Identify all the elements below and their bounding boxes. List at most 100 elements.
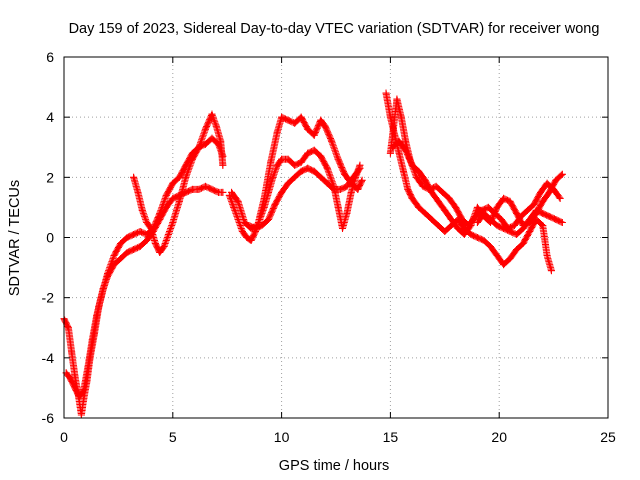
data-point [208,134,216,142]
data-point [386,149,394,157]
data-point [393,95,401,103]
data-point [147,224,155,232]
data-point [473,218,481,226]
data-point [201,125,209,133]
data-point [334,203,342,211]
data-point [480,209,488,217]
data-point [291,119,299,127]
data-point [343,209,351,217]
data-point [175,173,183,181]
data-point [552,176,560,184]
data-point [136,243,144,251]
data-point [219,161,227,169]
data-point [506,197,514,205]
data-point [543,252,551,260]
data-point [339,224,347,232]
data-point [545,212,553,220]
data-point [75,393,83,401]
data-point [543,179,551,187]
data-point [432,182,440,190]
data-point [136,227,144,235]
data-point [188,185,196,193]
x-tick-label: 5 [169,429,177,445]
data-point [402,137,410,145]
series-track-2 [62,134,227,401]
data-point [558,170,566,178]
x-tick-label: 10 [274,429,290,445]
x-tick-label: 0 [60,429,68,445]
data-point [493,252,501,260]
data-point [349,173,357,181]
data-point [212,122,220,130]
data-point [428,188,436,196]
data-point [530,200,538,208]
data-point [486,215,494,223]
data-point [162,191,170,199]
data-point [64,324,72,332]
data-point [467,230,475,238]
data-point [182,173,190,181]
data-point [493,221,501,229]
data-point [208,185,216,193]
data-point [195,185,203,193]
y-tick-label: -2 [42,290,55,306]
y-tick-label: -6 [42,410,55,426]
data-point [513,246,521,254]
data-point [123,249,131,257]
data-point [251,224,259,232]
data-point [271,200,279,208]
data-point [208,110,216,118]
data-point [421,209,429,217]
data-point [77,411,85,419]
data-point [395,137,403,145]
data-point [539,197,547,205]
data-point [523,206,531,214]
y-tick-label: 0 [46,230,54,246]
data-point [484,203,492,211]
data-point [513,230,521,238]
data-point [434,221,442,229]
y-tick-label: 6 [46,49,54,65]
data-point [458,215,466,223]
data-point [284,179,292,187]
data-point [519,224,527,232]
data-point [265,215,273,223]
chart-title: Day 159 of 2023, Sidereal Day-to-day VTE… [69,21,600,37]
axis-ticks: 0 5 10 15 20 25 -6 -4 -2 0 2 4 6 [42,49,616,445]
data-point [452,203,460,211]
data-point [447,215,455,223]
data-point [323,179,331,187]
data-point [297,167,305,175]
data-point [71,372,79,380]
data-point [310,131,318,139]
data-point [84,363,92,371]
data-point [80,387,88,395]
data-point [234,197,242,205]
y-tick-label: -4 [42,350,55,366]
data-point [500,261,508,269]
data-point [389,143,397,151]
data-point [195,143,203,151]
data-point [386,113,394,121]
data-point [269,173,277,181]
data-point [328,137,336,145]
data-point [510,221,518,229]
data-point [460,230,468,238]
data-point [304,125,312,133]
data-point [143,230,151,238]
data-point [493,203,501,211]
data-point [258,221,266,229]
y-tick-label: 4 [46,109,54,125]
data-point [143,237,151,245]
data-point [310,167,318,175]
data-point [537,188,545,196]
data-point [354,185,362,193]
data-point [151,240,159,248]
data-points [60,89,566,419]
data-point [71,384,79,392]
data-point [497,215,505,223]
data-point [291,173,299,181]
data-point [404,185,412,193]
data-point [297,113,305,121]
data-point [175,197,183,205]
